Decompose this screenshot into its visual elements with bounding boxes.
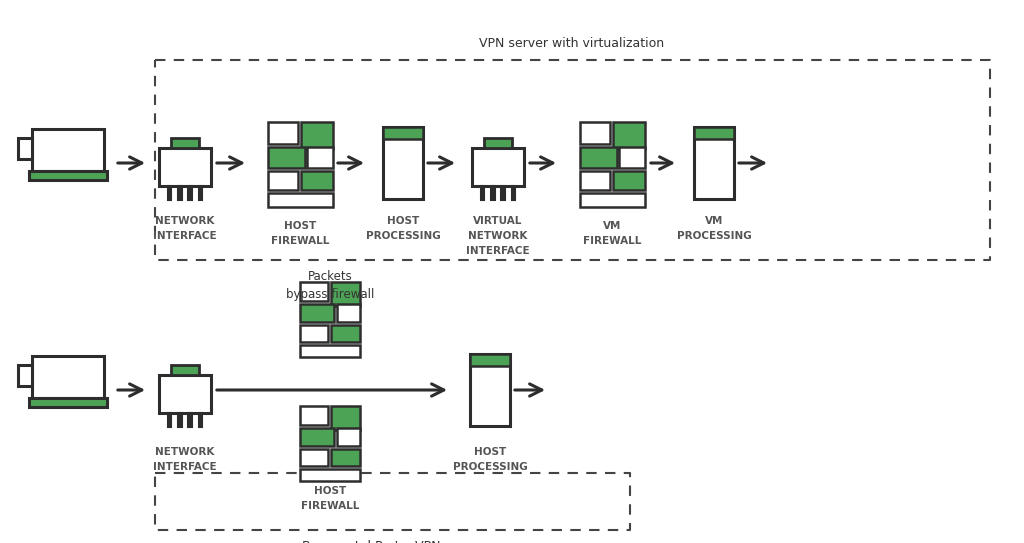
Bar [490, 186, 495, 200]
Text: Bare metal ProtonVPN server: Bare metal ProtonVPN server [302, 540, 484, 543]
Bar [267, 171, 298, 190]
Bar [300, 304, 334, 323]
Bar [337, 304, 360, 323]
Bar [199, 186, 203, 200]
Bar [32, 356, 104, 398]
Bar [300, 282, 329, 301]
Bar [480, 186, 484, 200]
Bar [267, 122, 298, 144]
Text: VIRTUAL
NETWORK
INTERFACE: VIRTUAL NETWORK INTERFACE [466, 216, 529, 256]
Bar [267, 147, 304, 168]
Bar [159, 375, 211, 413]
Bar [159, 148, 211, 186]
Bar [620, 147, 644, 168]
Bar [300, 345, 360, 357]
Text: VPN server with virtualization: VPN server with virtualization [479, 37, 665, 50]
Bar [32, 129, 104, 171]
Bar [171, 365, 199, 375]
Bar [383, 127, 423, 199]
Text: NETWORK
INTERFACE: NETWORK INTERFACE [154, 447, 217, 472]
Bar [178, 186, 181, 200]
Bar [168, 413, 171, 427]
Text: VM
PROCESSING: VM PROCESSING [677, 216, 752, 241]
Bar [580, 122, 610, 144]
Bar [512, 186, 515, 200]
Bar [300, 449, 329, 466]
Bar [171, 138, 199, 148]
Bar [300, 325, 329, 342]
Text: HOST
PROCESSING: HOST PROCESSING [453, 447, 527, 472]
Bar [612, 171, 644, 190]
Bar [580, 147, 616, 168]
Bar [17, 138, 32, 159]
Text: HOST
PROCESSING: HOST PROCESSING [366, 216, 440, 241]
Bar [178, 413, 181, 427]
Bar [267, 193, 333, 207]
Bar [30, 398, 106, 407]
Bar [337, 428, 360, 446]
Bar [470, 354, 510, 426]
Text: Packets
bypass firewall: Packets bypass firewall [286, 270, 374, 301]
Bar [300, 406, 329, 425]
Bar [199, 413, 203, 427]
Bar [301, 171, 333, 190]
Bar [472, 148, 524, 186]
Bar [694, 127, 734, 138]
Bar [188, 186, 193, 200]
Bar [612, 122, 644, 149]
Text: NETWORK
INTERFACE: NETWORK INTERFACE [154, 216, 217, 241]
Bar [331, 325, 360, 342]
Bar [307, 147, 333, 168]
Bar [331, 449, 360, 466]
Bar [580, 171, 610, 190]
Bar [300, 428, 334, 446]
Bar [30, 171, 106, 180]
Bar [331, 406, 360, 430]
Bar [383, 127, 423, 138]
Bar [17, 365, 32, 387]
Bar [301, 122, 333, 149]
Bar [331, 282, 360, 306]
Bar [168, 186, 171, 200]
Bar [188, 413, 193, 427]
Bar [300, 469, 360, 481]
Bar [694, 127, 734, 199]
Bar [470, 354, 510, 365]
Bar [484, 138, 512, 148]
Text: HOST
FIREWALL: HOST FIREWALL [270, 221, 329, 246]
Text: HOST
FIREWALL: HOST FIREWALL [301, 486, 359, 511]
Bar [502, 186, 505, 200]
Bar [580, 193, 644, 207]
Text: VM
FIREWALL: VM FIREWALL [583, 221, 641, 246]
